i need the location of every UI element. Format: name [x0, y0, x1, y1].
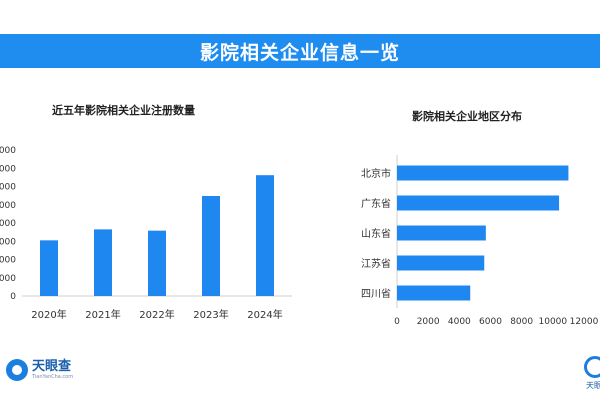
brand-url: TianYanCha.com — [32, 373, 74, 380]
brand-logo-right-icon[interactable] — [584, 356, 600, 378]
hbar-x-tick-label: 0 — [394, 317, 400, 327]
hbar-x-tick-label: 2000 — [417, 317, 440, 327]
bar-x-tick-label: 2023年 — [193, 308, 228, 321]
bar-x-tick-label: 2021年 — [85, 308, 120, 321]
hbar-category-label: 广东省 — [361, 197, 391, 210]
hbar-x-tick-label: 12000 — [570, 317, 599, 327]
bar-y-tick-label: 5000 — [0, 201, 16, 211]
bar-mark — [202, 195, 220, 296]
brand-name: 天眼查 — [32, 358, 72, 374]
hbar-category-label: 山东省 — [361, 227, 391, 240]
bar-y-tick-label: 8000 — [0, 146, 16, 156]
bar-x-tick-label: 2024年 — [247, 308, 282, 321]
bar-mark — [148, 230, 166, 296]
bar-mark — [256, 175, 274, 296]
bar-y-tick-label: 0 — [10, 292, 16, 302]
hbar-x-tick-label: 10000 — [539, 317, 568, 327]
bar-x-tick-label: 2020年 — [31, 308, 66, 321]
page-banner-title: 影院相关企业信息一览 — [0, 34, 600, 68]
bar-x-tick-label: 2022年 — [139, 308, 174, 321]
bar-mark — [94, 229, 112, 296]
hbar-mark — [397, 225, 486, 241]
hbar-category-label: 四川省 — [361, 287, 391, 300]
hbar-category-label: 江苏省 — [361, 257, 391, 270]
hbar-mark — [397, 165, 569, 181]
hbar-x-tick-label: 8000 — [510, 317, 533, 327]
bar-y-tick-label: 4000 — [0, 219, 16, 229]
bar-y-tick-label: 2000 — [0, 256, 16, 266]
brand-name-right: 天眼查 — [586, 381, 600, 390]
hbar-chart-title: 影院相关企业地区分布 — [412, 110, 522, 123]
bar-y-tick-label: 7000 — [0, 164, 16, 174]
brand-mark-icon — [6, 359, 28, 381]
hbar-x-tick-label: 6000 — [479, 317, 502, 327]
bar-y-tick-label: 1000 — [0, 274, 16, 284]
hbar-mark — [397, 255, 485, 271]
bar-mark — [40, 240, 58, 296]
bar-y-tick-label: 6000 — [0, 183, 16, 193]
hbar-mark — [397, 195, 560, 211]
brand-logo-left[interactable]: 天眼查 TianYanCha.com — [6, 359, 73, 381]
bar-y-tick-label: 3000 — [0, 237, 16, 247]
hbar-category-label: 北京市 — [361, 167, 391, 180]
hbar-x-tick-label: 4000 — [448, 317, 471, 327]
bar-chart-title: 近五年影院相关企业注册数量 — [52, 104, 195, 117]
hbar-mark — [397, 285, 471, 301]
